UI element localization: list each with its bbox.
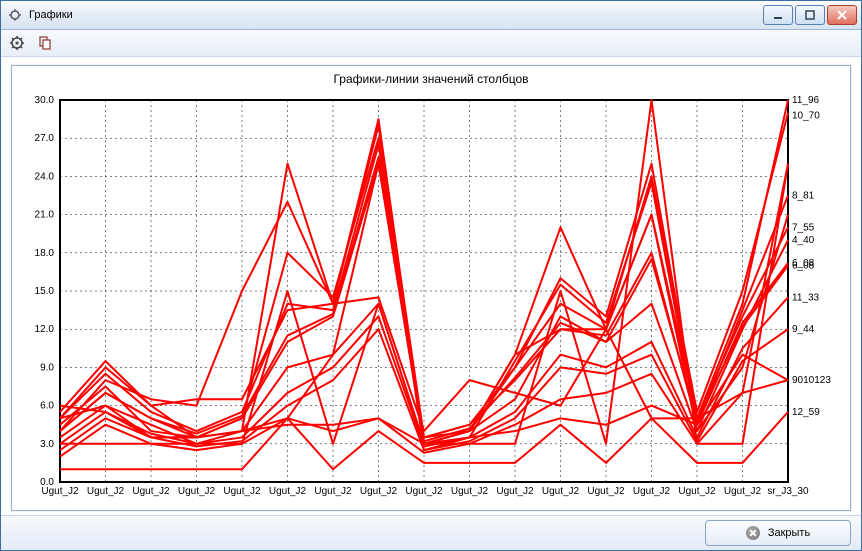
svg-text:Ugut_J2: Ugut_J2: [451, 486, 489, 497]
svg-text:Ugut_J2: Ugut_J2: [87, 486, 125, 497]
app-icon: [7, 7, 23, 23]
gear-icon: [9, 35, 25, 51]
svg-text:11_96: 11_96: [792, 95, 820, 106]
svg-text:Ugut_J2: Ugut_J2: [542, 486, 580, 497]
svg-text:Ugut_J2: Ugut_J2: [223, 486, 261, 497]
close-icon: [746, 526, 760, 540]
copy-button[interactable]: [35, 33, 55, 53]
svg-text:11_33: 11_33: [792, 292, 820, 303]
svg-text:30.0: 30.0: [35, 95, 55, 106]
svg-text:9.0: 9.0: [40, 362, 54, 373]
svg-text:Ugut_J2: Ugut_J2: [41, 486, 79, 497]
svg-text:Ugut_J2: Ugut_J2: [405, 486, 443, 497]
svg-text:Ugut_J2: Ugut_J2: [269, 486, 307, 497]
svg-text:Ugut_J2: Ugut_J2: [724, 486, 762, 497]
chart-panel: Графики-линии значений столбцов 0.03.06.…: [11, 65, 851, 511]
line-chart: 0.03.06.09.012.015.018.021.024.027.030.0…: [12, 90, 850, 510]
svg-text:21.0: 21.0: [35, 210, 55, 221]
close-button[interactable]: Закрыть: [705, 520, 851, 546]
svg-text:4_40: 4_40: [792, 235, 815, 246]
settings-button[interactable]: [7, 33, 27, 53]
svg-text:Ugut_J2: Ugut_J2: [496, 486, 534, 497]
svg-text:8_81: 8_81: [792, 191, 815, 202]
svg-text:15.0: 15.0: [35, 286, 55, 297]
svg-text:12_59: 12_59: [792, 407, 820, 418]
maximize-button[interactable]: [795, 5, 825, 25]
app-window: Графики Графики-линии значений столбцов …: [0, 0, 862, 551]
svg-text:Ugut_J2: Ugut_J2: [360, 486, 398, 497]
titlebar: Графики: [1, 1, 861, 30]
svg-text:Ugut_J2: Ugut_J2: [178, 486, 216, 497]
footer: Закрыть: [1, 515, 861, 550]
close-window-button[interactable]: [827, 5, 857, 25]
minimize-button[interactable]: [763, 5, 793, 25]
svg-text:Ugut_J2: Ugut_J2: [587, 486, 625, 497]
copy-icon: [37, 35, 53, 51]
svg-text:Ugut_J2: Ugut_J2: [678, 486, 716, 497]
svg-text:12.0: 12.0: [35, 324, 55, 335]
svg-text:6.0: 6.0: [40, 401, 54, 412]
chart-title: Графики-линии значений столбцов: [12, 66, 850, 88]
window-title: Графики: [29, 9, 761, 21]
svg-text:18.0: 18.0: [35, 248, 55, 259]
toolbar: [1, 30, 861, 57]
svg-text:9_44: 9_44: [792, 324, 815, 335]
svg-text:sr_J3_30: sr_J3_30: [767, 486, 809, 497]
svg-text:Ugut_J2: Ugut_J2: [314, 486, 352, 497]
svg-text:24.0: 24.0: [35, 171, 55, 182]
window-buttons: [761, 5, 857, 25]
svg-text:Ugut_J2: Ugut_J2: [132, 486, 170, 497]
svg-text:6_08: 6_08: [792, 261, 815, 272]
svg-text:27.0: 27.0: [35, 133, 55, 144]
svg-text:10_70: 10_70: [792, 110, 820, 121]
svg-text:7_55: 7_55: [792, 222, 815, 233]
close-button-label: Закрыть: [768, 527, 810, 539]
svg-text:3.0: 3.0: [40, 439, 54, 450]
content-area: Графики-линии значений столбцов 0.03.06.…: [1, 57, 861, 515]
svg-text:Ugut_J2: Ugut_J2: [633, 486, 671, 497]
svg-text:9010123: 9010123: [792, 375, 831, 386]
